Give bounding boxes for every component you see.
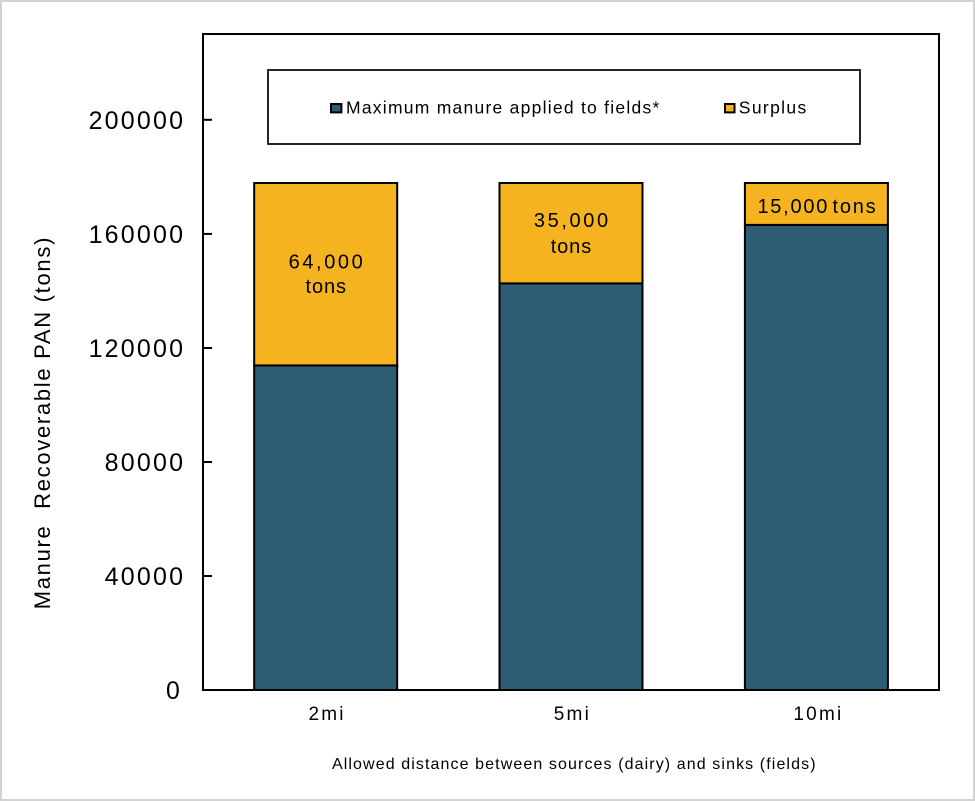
svg-text:64,000: 64,000 [289,252,366,274]
svg-text:80000: 80000 [105,449,186,477]
svg-text:Allowed distance between sourc: Allowed distance between sources (dairy)… [332,756,817,773]
svg-text:10mi: 10mi [793,704,843,725]
svg-text:0: 0 [166,677,180,705]
svg-text:2mi: 2mi [308,704,345,725]
svg-text:15,000 tons: 15,000 tons [757,196,877,218]
svg-text:5mi: 5mi [554,704,591,725]
svg-text:200000: 200000 [89,107,186,135]
svg-text:tons: tons [305,276,346,298]
svg-text:Manure Recoverable PAN (tons): Manure Recoverable PAN (tons) [30,236,55,609]
svg-text:Maximum manure applied to fiel: Maximum manure applied to fields* [346,98,661,118]
svg-text:Surplus: Surplus [739,98,808,118]
svg-text:tons: tons [551,236,592,258]
svg-text:120000: 120000 [89,335,186,363]
svg-text:40000: 40000 [105,563,186,591]
svg-text:35,000: 35,000 [534,210,611,232]
svg-text:160000: 160000 [89,221,186,249]
